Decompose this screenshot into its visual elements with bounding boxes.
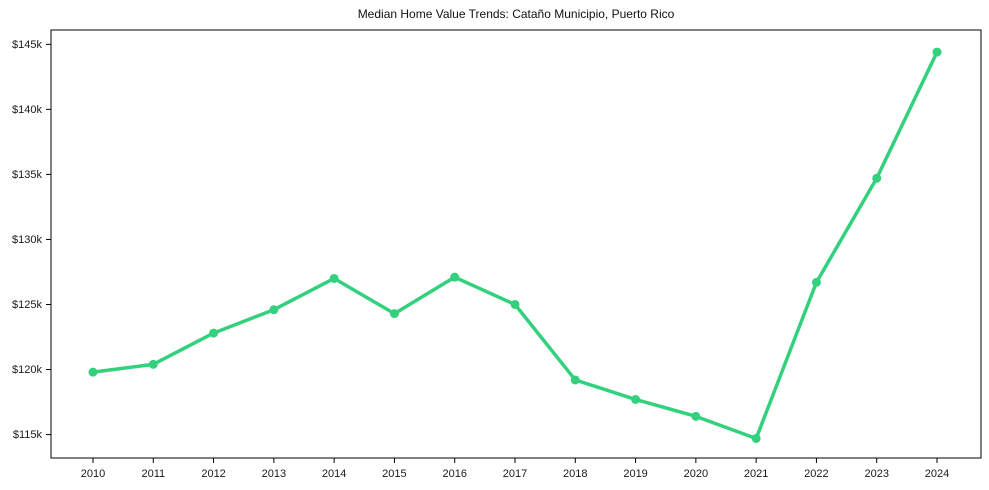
x-tick-label: 2011: [141, 468, 165, 480]
data-point: [631, 394, 641, 404]
x-tick-label: 2016: [442, 468, 466, 480]
data-point: [389, 309, 399, 319]
data-point: [269, 305, 279, 315]
y-tick-label: $135k: [12, 169, 42, 181]
y-tick-label: $140k: [12, 104, 42, 116]
y-tick-label: $145k: [12, 39, 42, 51]
x-tick-label: 2023: [864, 468, 888, 480]
data-point: [751, 433, 761, 443]
data-point: [932, 47, 942, 57]
data-point: [510, 299, 520, 309]
plot-border: [50, 29, 982, 459]
data-point: [570, 375, 580, 385]
data-point: [209, 328, 219, 338]
y-tick-label: $115k: [13, 429, 43, 441]
x-tick-label: 2013: [262, 468, 286, 480]
line-series: [91, 50, 939, 441]
y-tick-label: $125k: [12, 299, 42, 311]
x-tick-label: 2014: [322, 468, 346, 480]
data-point: [450, 272, 460, 282]
y-tick-label: $120k: [12, 364, 42, 376]
data-point: [88, 367, 98, 377]
x-tick-label: 2017: [503, 468, 527, 480]
x-tick-label: 2024: [925, 468, 949, 480]
data-point: [691, 411, 701, 421]
data-point: [872, 173, 882, 183]
data-point: [811, 277, 821, 287]
data-point: [148, 359, 158, 369]
x-tick-label: 2019: [623, 468, 647, 480]
chart-title: Median Home Value Trends: Cataño Municip…: [357, 7, 675, 21]
x-tick-label: 2022: [804, 468, 828, 480]
x-tick-label: 2018: [563, 468, 587, 480]
y-tick-label: $130k: [12, 234, 42, 246]
x-tick-label: 2020: [684, 468, 708, 480]
x-tick-label: 2012: [201, 468, 225, 480]
x-tick-label: 2015: [382, 468, 406, 480]
data-point: [329, 273, 339, 283]
x-tick-label: 2021: [744, 468, 768, 480]
x-tick-label: 2010: [81, 468, 105, 480]
